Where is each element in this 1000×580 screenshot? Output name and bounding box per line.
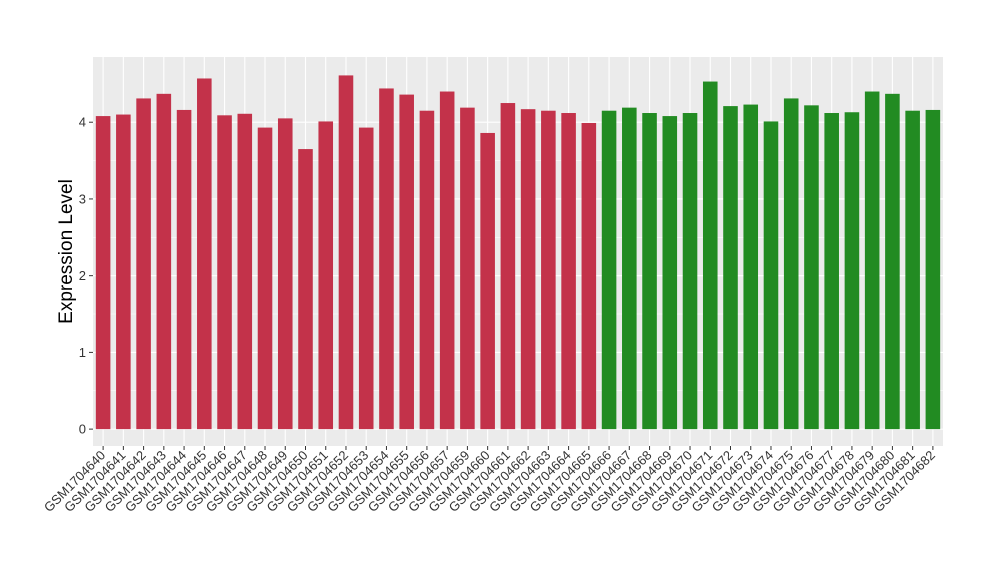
bar-GSM1704673	[743, 104, 759, 430]
bar-GSM1704657	[439, 91, 455, 430]
bar-GSM1704667	[622, 107, 637, 430]
bar-GSM1704679	[864, 91, 880, 430]
bar-GSM1704652	[338, 75, 354, 430]
bar-GSM1704678	[844, 112, 860, 430]
bar-GSM1704653	[358, 127, 374, 430]
bar-GSM1704671	[702, 81, 718, 430]
y-tick-label: 0	[79, 422, 86, 437]
bar-GSM1704672	[723, 106, 738, 430]
bar-GSM1704643	[156, 93, 172, 430]
bar-GSM1704668	[642, 113, 657, 430]
bar-GSM1704660	[480, 132, 495, 430]
bar-GSM1704682	[925, 109, 941, 430]
bar-GSM1704644	[176, 109, 192, 430]
bar-GSM1704676	[804, 105, 819, 430]
bar-GSM1704648	[257, 127, 273, 430]
x-axis: GSM1704640GSM1704641GSM1704642GSM1704643…	[41, 446, 938, 515]
y-tick-label: 3	[79, 191, 86, 206]
bar-GSM1704651	[318, 121, 334, 430]
bar-GSM1704659	[460, 107, 475, 430]
bar-GSM1704665	[581, 122, 597, 430]
bar-GSM1704646	[217, 115, 232, 430]
y-axis: 0 1 2 3 4	[79, 115, 93, 437]
bar-GSM1704645	[197, 78, 212, 430]
bar-GSM1704641	[116, 114, 131, 430]
bar-GSM1704650	[298, 149, 313, 430]
bar-GSM1704647	[237, 113, 253, 430]
y-tick-label: 1	[79, 345, 86, 360]
bar-GSM1704655	[399, 94, 414, 430]
y-tick-label: 4	[79, 115, 86, 130]
bar-GSM1704661	[500, 103, 516, 430]
bar-GSM1704677	[824, 113, 839, 430]
bar-GSM1704662	[520, 109, 536, 430]
bar-GSM1704674	[763, 121, 779, 430]
bar-GSM1704656	[419, 110, 435, 430]
bar-GSM1704642	[136, 98, 151, 430]
bar-GSM1704663	[541, 110, 556, 430]
bars	[95, 75, 941, 430]
bar-GSM1704666	[601, 110, 617, 430]
bar-GSM1704654	[379, 88, 394, 430]
bar-GSM1704664	[561, 113, 576, 430]
bar-GSM1704640	[95, 116, 111, 430]
bar-GSM1704675	[783, 98, 799, 430]
bar-GSM1704670	[682, 113, 698, 430]
bar-GSM1704649	[277, 118, 293, 430]
y-tick-label: 2	[79, 268, 86, 283]
bar-GSM1704669	[662, 116, 678, 430]
bar-GSM1704681	[905, 110, 920, 430]
y-axis-title: Expression Level	[56, 179, 77, 324]
bar-GSM1704680	[885, 93, 900, 430]
